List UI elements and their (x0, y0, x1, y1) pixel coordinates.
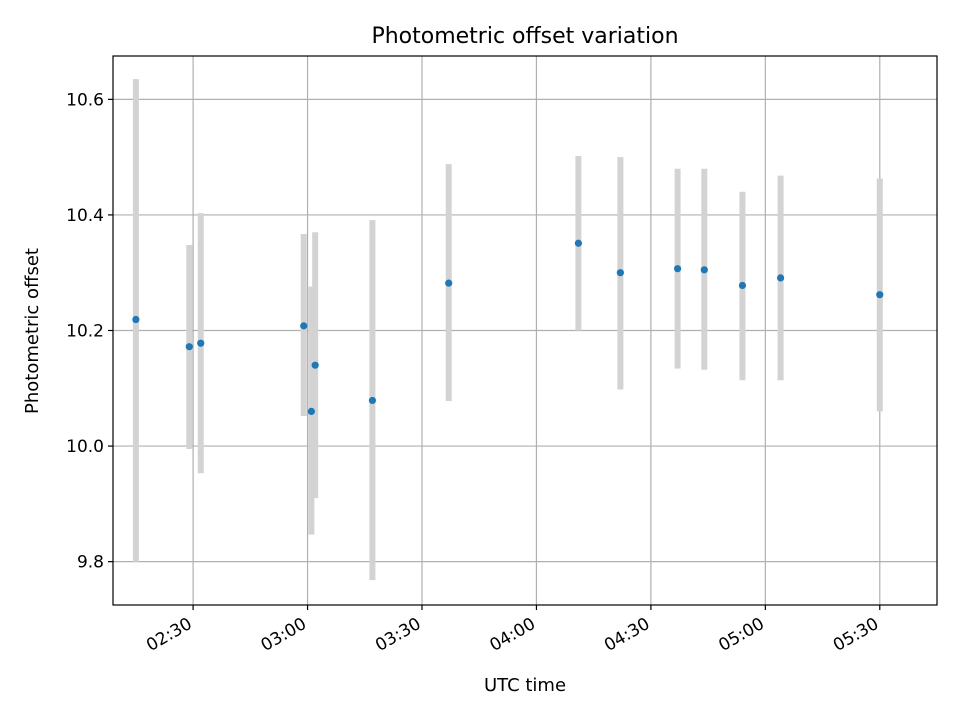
y-axis-label: Photometric offset (22, 248, 43, 414)
data-point (197, 339, 205, 347)
data-point (445, 279, 453, 287)
data-point (876, 291, 884, 299)
data-point (185, 343, 193, 351)
grid (113, 56, 937, 605)
data-point (616, 269, 624, 277)
data-point (574, 239, 583, 247)
data-point (776, 274, 785, 282)
chart-title: Photometric offset variation (371, 24, 678, 49)
y-tick-label: 10.2 (66, 322, 104, 342)
data-point (307, 407, 315, 416)
data-point (132, 315, 140, 324)
data-point (738, 281, 747, 290)
y-tick-label: 10.4 (66, 206, 104, 226)
y-axis-ticks: 9.8 10.0 10.2 10.4 10.6 (66, 90, 113, 573)
data-point (673, 265, 682, 273)
data-points (132, 239, 884, 416)
data-point (368, 396, 377, 405)
data-point (300, 322, 308, 330)
x-axis-label: UTC time (484, 675, 566, 696)
y-tick-label: 10.6 (66, 90, 104, 110)
data-point (311, 361, 319, 369)
data-point (700, 266, 708, 274)
y-tick-label: 10.0 (66, 437, 104, 457)
y-tick-label: 9.8 (77, 553, 104, 573)
